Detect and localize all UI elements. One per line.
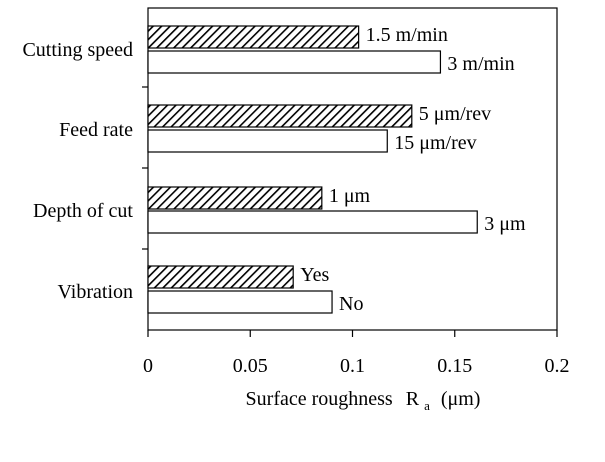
x-tick-label: 0.05: [233, 355, 268, 377]
x-axis-title: Surface roughness R a (μm): [246, 388, 481, 415]
bar-label: 3 m/min: [447, 53, 514, 75]
bar-labels-group: 1.5 m/min 3 m/min 5 μm/rev 15 μm/rev 1 μm 3 μ…: [300, 24, 526, 315]
bar-label: 15 μm/rev: [394, 132, 476, 154]
x-tick-label: 0.2: [545, 355, 570, 377]
x-tick-label: 0.1: [340, 355, 365, 377]
bar-label: 5 μm/rev: [419, 103, 491, 125]
bar-white: [147, 290, 333, 314]
bar-white: [147, 210, 478, 234]
bar-label: 1 μm: [329, 185, 371, 207]
x-axis-title-main: Surface roughness: [246, 388, 393, 410]
category-label: Depth of cut: [33, 200, 133, 222]
y-axis: [142, 86, 148, 250]
bar-hatched: [147, 104, 413, 128]
bar-label: Yes: [300, 264, 329, 286]
bars-group: [147, 25, 478, 314]
category-label: Feed rate: [59, 119, 133, 141]
x-tick-label: 0: [143, 355, 153, 377]
bar-hatched: [147, 265, 294, 289]
bar-white: [147, 129, 388, 153]
x-axis-title-unit: (μm): [441, 388, 481, 410]
bar-label: 3 μm: [484, 213, 526, 235]
x-axis-title-subscript: a: [424, 398, 430, 413]
category-label: Vibration: [58, 281, 133, 303]
bar-white: [147, 50, 442, 74]
category-label: Cutting speed: [22, 39, 133, 61]
bar-hatched: [147, 186, 323, 210]
x-tick-label: 0.15: [437, 355, 472, 377]
x-axis-title-symbol: R: [406, 388, 420, 410]
category-labels-group: Cutting speed Feed rate Depth of cut Vibrat…: [22, 39, 133, 303]
bar-label: No: [339, 293, 363, 315]
bar-label: 1.5 m/min: [366, 24, 448, 46]
bar-hatched: [147, 25, 360, 49]
x-axis: 0 0.05 0.1 0.15 0.2: [143, 330, 570, 377]
